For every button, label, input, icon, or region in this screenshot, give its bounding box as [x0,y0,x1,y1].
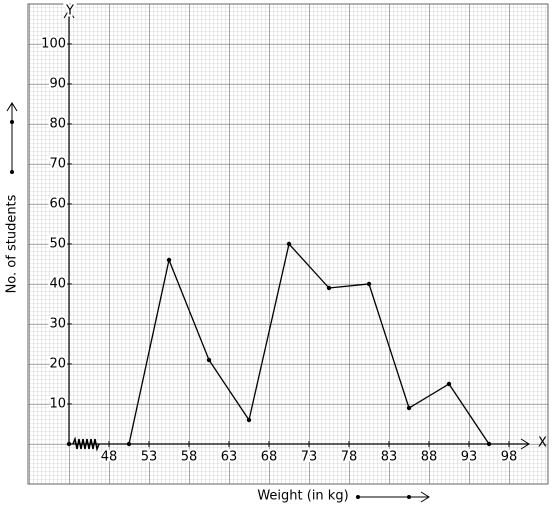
x-tick-label: 73 [301,450,318,465]
y-tick-label: 80 [49,117,66,132]
data-point [486,441,492,447]
x-tick-label: 63 [221,450,238,465]
data-point [326,285,332,291]
data-point [246,417,252,423]
y-tick-label: 60 [49,197,66,212]
x-tick-label: 88 [421,450,438,465]
x-tick-label: 78 [341,450,358,465]
y-axis-label: No. of students [5,194,20,293]
x-tick-label: 68 [261,450,278,465]
data-point [446,381,452,387]
data-point [286,241,292,247]
x-arrow [520,438,530,450]
data-point [206,357,212,363]
x-tick-label: 58 [181,450,198,465]
y-tick-label: 30 [49,317,66,332]
x-tick-label: 48 [101,450,118,465]
x-tick-label: 53 [141,450,158,465]
origin-dot [66,441,72,447]
x-label-arrow [356,491,430,503]
data-point [166,257,172,263]
axes: X Y Weight (in kg) No. of students [5,2,548,506]
x-tick-label: 93 [461,450,478,465]
y-tick-label: 20 [49,357,66,372]
y-tick-label: 40 [49,277,66,292]
data-point [366,281,372,287]
x-axis-label: Weight (in kg) [257,489,348,504]
y-tick-label: 90 [49,77,66,92]
y-axis-name: Y [65,4,74,19]
data-line [128,242,490,445]
y-tick-label: 70 [49,157,66,172]
x-tick-label: 98 [501,450,518,465]
x-axis-name: X [538,436,547,451]
y-tick-label: 50 [49,237,66,252]
y-label-arrow [6,102,18,174]
y-tick-label: 100 [41,37,66,52]
axis-break [72,436,100,452]
x-tick-label: 83 [381,450,398,465]
y-tick-label: 10 [49,397,66,412]
data-point [126,441,132,447]
y-arrow [63,9,75,19]
data-point [406,405,412,411]
